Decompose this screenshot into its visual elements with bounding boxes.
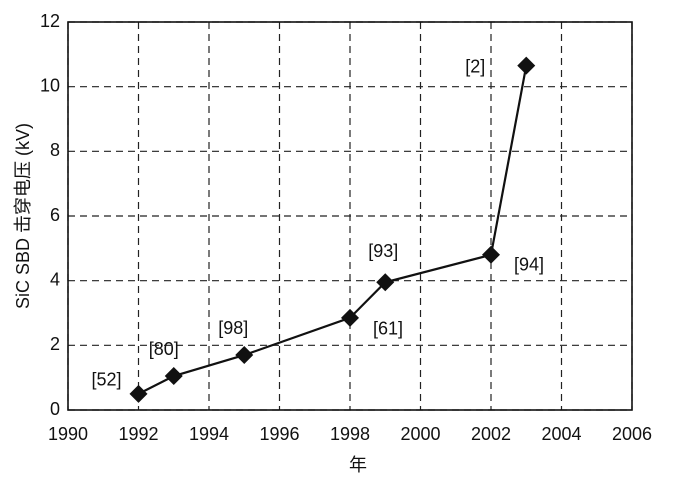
- point-label: [61]: [373, 319, 403, 339]
- plot-frame: [67, 21, 633, 411]
- marker: [235, 346, 254, 365]
- point-label: [52]: [91, 370, 121, 390]
- x-tick-label: 1998: [330, 424, 370, 444]
- point-label: [98]: [218, 318, 248, 338]
- x-tick-label: 2000: [400, 424, 440, 444]
- y-tick-label: 4: [50, 269, 60, 289]
- point-label: [94]: [514, 255, 544, 275]
- y-tick-label: 8: [50, 140, 60, 160]
- point-label: [80]: [149, 339, 179, 359]
- y-tick-label: 6: [50, 205, 60, 225]
- marker: [164, 367, 183, 386]
- x-tick-label: 2002: [471, 424, 511, 444]
- y-tick-label: 10: [40, 75, 60, 95]
- marker: [482, 245, 500, 264]
- marker: [129, 384, 148, 403]
- y-tick-label: 2: [50, 334, 60, 354]
- marker: [517, 56, 536, 75]
- marker: [376, 273, 395, 292]
- point-label: [2]: [465, 56, 485, 76]
- x-axis-label: 年: [349, 455, 367, 475]
- x-tick-label: 1990: [48, 424, 88, 444]
- x-tick-label: 1994: [189, 424, 229, 444]
- y-tick-label: 12: [40, 11, 60, 31]
- y-tick-label: 0: [50, 399, 60, 419]
- x-tick-label: 1996: [259, 424, 299, 444]
- line: [138, 65, 528, 395]
- x-tick-label: 1992: [118, 424, 158, 444]
- y-axis-label: SiC SBD 击穿电压 (kV): [13, 123, 33, 309]
- point-label: [93]: [368, 241, 398, 261]
- x-tick-label: 2004: [541, 424, 581, 444]
- x-tick-label: 2006: [612, 424, 652, 444]
- marker: [341, 308, 359, 327]
